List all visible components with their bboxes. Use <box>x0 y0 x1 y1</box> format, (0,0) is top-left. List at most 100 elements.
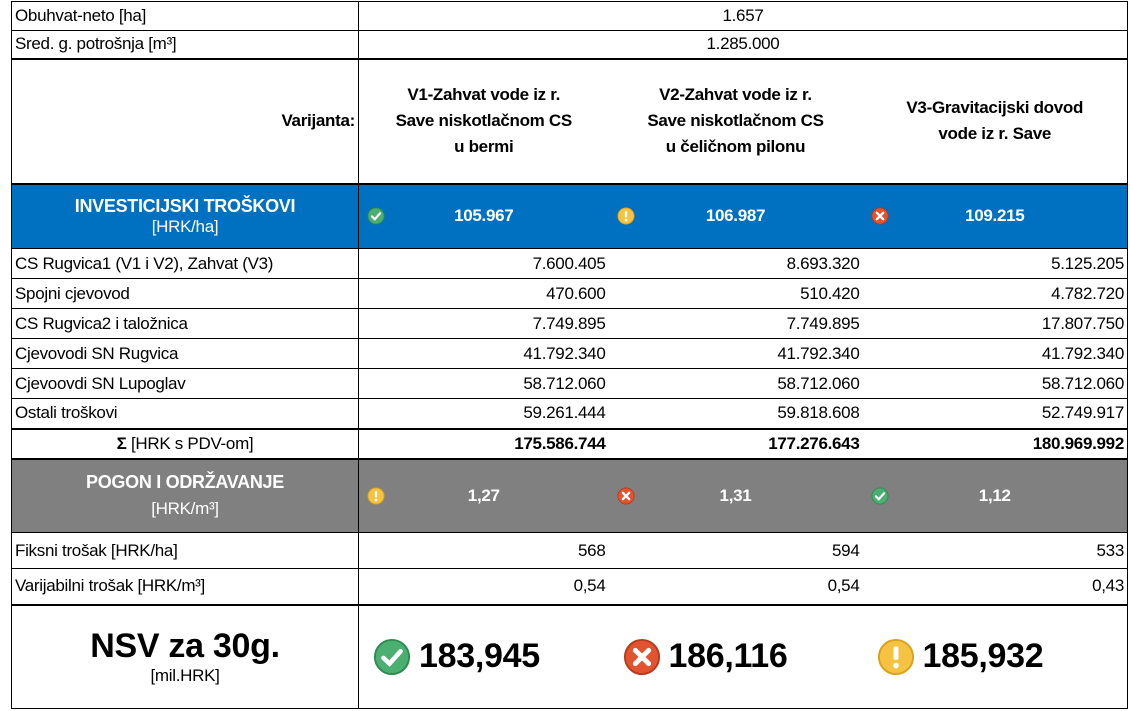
cost-table: Obuhvat-neto [ha] 1.657 Sred. g. potrošn… <box>11 1 1128 709</box>
value: 58.712.060 <box>777 373 860 393</box>
value: 533 <box>862 532 1128 569</box>
value: 510.420 <box>800 283 860 303</box>
nsv-row: NSV za 30g. [mil.HRK] 183,945 186,116 185… <box>11 604 1128 709</box>
icon-ok <box>373 638 411 676</box>
unit: [mil.HRK] <box>150 666 220 686</box>
value-text: 186,116 <box>668 637 788 676</box>
title: INVESTICIJSKI TROŠKOVI <box>74 195 296 216</box>
unit: [HRK/ha] <box>151 216 219 236</box>
row: CS Rugvica2 i taložnica 7.749.895 7.749.89… <box>11 308 1128 339</box>
value: 568 <box>578 540 606 560</box>
value: 105.967 <box>358 183 609 249</box>
value-text: 183,945 <box>419 637 540 676</box>
variant: V1-Zahvat vode iz r. Save niskotlačnom C… <box>395 85 573 156</box>
value: 1,27 <box>358 458 609 533</box>
icon-ok <box>367 207 385 225</box>
row: Cjevovodi SN Rugvica 41.792.340 41.792.340… <box>11 338 1128 369</box>
value: 177.276.643 <box>768 433 860 453</box>
label: Varijanta: <box>11 58 359 184</box>
icon-warn <box>617 207 635 225</box>
row: Fiksni trošak [HRK/ha] 568 594 533 <box>11 532 1128 569</box>
value: 186,116 <box>609 605 863 709</box>
icon-ok <box>871 487 889 505</box>
value: 4.782.720 <box>862 278 1128 309</box>
row: Ostali troškovi 59.261.444 59.818.608 52.74… <box>11 398 1128 429</box>
value: 0,43 <box>862 568 1128 605</box>
value: 0,54 <box>827 576 860 596</box>
value-text: 1,27 <box>467 485 500 505</box>
value: 58.712.060 <box>523 373 606 393</box>
icon-bad <box>617 487 635 505</box>
label: Obuhvat-neto [ha] <box>11 1 359 31</box>
value: 17.807.750 <box>862 308 1128 339</box>
value-text: 1,12 <box>978 485 1011 505</box>
value: 470.600 <box>546 283 606 303</box>
variant: V3-Gravitacijski dovod vode iz r. Save <box>862 58 1128 184</box>
value: 7.749.895 <box>532 313 606 333</box>
title: POGON I ODRŽAVANJE <box>86 472 284 493</box>
icon-bad <box>871 207 889 225</box>
value: 185,932 <box>862 604 1128 709</box>
icon-warn <box>367 487 385 505</box>
info-row: Obuhvat-neto [ha] 1.657 <box>11 1 1128 31</box>
opex: Fiksni trošak [HRK/ha] 568 594 533 Varijabil… <box>11 532 1128 605</box>
value-text: 1,31 <box>719 485 752 505</box>
value-text: 109.215 <box>965 206 1025 226</box>
value: 41.792.340 <box>523 343 606 363</box>
label: [HRK s PDV-om] <box>130 433 254 453</box>
label: Cjevovodi SN Rugvica <box>11 338 359 369</box>
total-row: Σ [HRK s PDV-om] 175.586.744 177.276.643… <box>11 428 1128 459</box>
value: 109.215 <box>862 183 1128 249</box>
value: 8.693.320 <box>786 253 860 273</box>
label: Sred. g. potrošnja [m³] <box>11 30 359 59</box>
value: 41.792.340 <box>862 338 1128 369</box>
unit: [HRK/m³] <box>151 499 219 519</box>
sigma: Σ <box>116 433 127 453</box>
value: 7.600.405 <box>532 253 606 273</box>
value: 0,54 <box>573 576 606 596</box>
label: CS Rugvica1 (V1 i V2), Zahvat (V3) <box>11 248 359 279</box>
info-row: Sred. g. potrošnja [m³] 1.285.000 <box>11 30 1128 59</box>
value: 41.792.340 <box>777 343 860 363</box>
row: Varijabilni trošak [HRK/m³] 0,54 0,54 0,43 <box>11 568 1128 605</box>
value: 1.657 <box>358 1 1128 31</box>
label: Varijabilni trošak [HRK/m³] <box>11 568 359 605</box>
value: 5.125.205 <box>862 248 1128 279</box>
label: CS Rugvica2 i taložnica <box>11 308 359 339</box>
value: 594 <box>832 540 860 560</box>
title: NSV za 30g. <box>90 627 280 666</box>
section-title: POGON I ODRŽAVANJE [HRK/m³] <box>11 458 359 533</box>
pogon-row: POGON I ODRŽAVANJE [HRK/m³] 1,27 1,31 1,1… <box>11 458 1128 533</box>
value: 1.285.000 <box>358 30 1128 59</box>
value: 7.749.895 <box>786 313 860 333</box>
value-text: 185,932 <box>922 637 1044 676</box>
value: 180.969.992 <box>862 428 1128 459</box>
items: CS Rugvica1 (V1 i V2), Zahvat (V3) 7.600.… <box>11 248 1128 429</box>
icon-bad <box>623 638 661 676</box>
value: 59.261.444 <box>523 403 606 423</box>
section-title: NSV za 30g. [mil.HRK] <box>11 604 359 709</box>
section-title: INVESTICIJSKI TROŠKOVI [HRK/ha] <box>11 183 359 249</box>
value: 1,12 <box>862 458 1128 533</box>
value-text: 105.967 <box>454 206 514 226</box>
value: 106.987 <box>608 183 863 249</box>
row: CS Rugvica1 (V1 i V2), Zahvat (V3) 7.600.… <box>11 248 1128 279</box>
row: Spojni cjevovod 470.600 510.420 4.782.720 <box>11 278 1128 309</box>
value: 175.586.744 <box>514 433 606 453</box>
header-row: Varijanta: V1-Zahvat vode iz r. Save nis… <box>11 58 1128 184</box>
variant: V2-Zahvat vode iz r. Save niskotlačnom C… <box>647 85 824 156</box>
row: Cjevoovdi SN Lupoglav 58.712.060 58.712.06… <box>11 368 1128 399</box>
value: 59.818.608 <box>777 403 860 423</box>
value: 1,31 <box>608 458 863 533</box>
label: Spojni cjevovod <box>11 278 359 309</box>
value-text: 106.987 <box>705 206 766 226</box>
value: 183,945 <box>359 605 609 709</box>
value: 58.712.060 <box>862 368 1128 399</box>
label: Ostali troškovi <box>11 398 359 429</box>
label: Fiksni trošak [HRK/ha] <box>11 532 359 569</box>
label: Cjevoovdi SN Lupoglav <box>11 368 359 399</box>
value: 52.749.917 <box>862 398 1128 429</box>
invest-row: INVESTICIJSKI TROŠKOVI [HRK/ha] 105.967 1… <box>11 183 1128 249</box>
icon-warn <box>877 638 915 676</box>
